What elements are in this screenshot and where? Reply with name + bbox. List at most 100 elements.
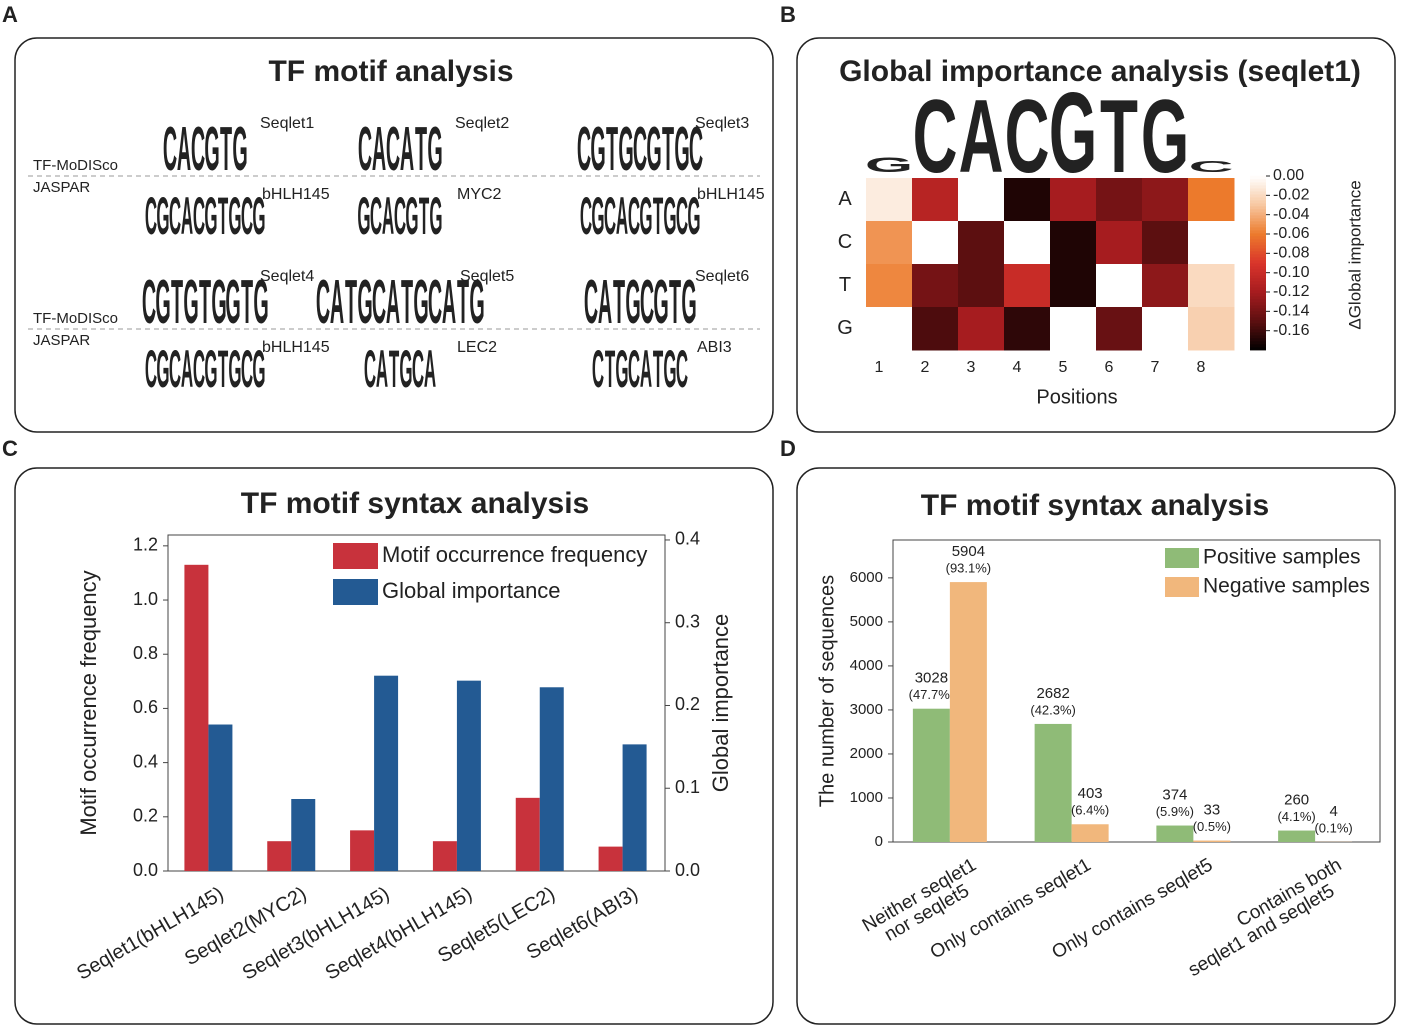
- motif-name: ABI3: [697, 339, 732, 356]
- colorbar-step: [1250, 313, 1266, 318]
- colorbar-step: [1250, 190, 1266, 195]
- plot-frame: [892, 539, 1381, 843]
- x-tick-label: Seqlet1(bHLH145): [73, 883, 227, 985]
- logo-letter: T: [662, 113, 674, 183]
- logo-letter: T: [457, 266, 469, 336]
- logo-letter: A: [640, 341, 652, 399]
- logo-letter: C: [394, 188, 406, 246]
- x-tick-label: 8: [1197, 359, 1206, 376]
- logo-letter: G: [590, 113, 605, 183]
- logo-letter: G: [663, 341, 676, 399]
- logo-letter: G: [591, 188, 604, 246]
- logo-letter: C: [676, 341, 688, 399]
- logo-letter: G: [413, 266, 428, 336]
- x-tick-label: Seqlet3(bHLH145): [239, 883, 393, 985]
- colorbar-step: [1250, 346, 1266, 351]
- panel-frame: [14, 467, 774, 1025]
- plot-frame: [167, 534, 666, 872]
- y-tick-label: 1.0: [133, 589, 158, 609]
- motif-name: bHLH145: [262, 186, 330, 203]
- logo-letter: C: [640, 266, 654, 336]
- y-tick-label: 2000: [850, 745, 883, 762]
- heat-cell: [958, 178, 1005, 222]
- bar: [1156, 825, 1194, 842]
- bar: [622, 744, 647, 871]
- y-tick-label: 4000: [850, 657, 883, 674]
- motif-name: LEC2: [457, 339, 497, 356]
- logo-letter: G: [687, 188, 700, 246]
- value-label: 374: [1162, 787, 1187, 804]
- legend-label: Global importance: [382, 578, 561, 603]
- logo-letter: C: [628, 341, 640, 399]
- heat-cell: [1096, 178, 1143, 222]
- colorbar-tick-label: -0.14: [1273, 303, 1310, 320]
- logo-letter: G: [625, 266, 640, 336]
- heat-cell: [1096, 264, 1143, 308]
- colorbar-step: [1250, 208, 1266, 213]
- heat-cell: [1142, 307, 1189, 351]
- y2-tick-label: 0.2: [675, 694, 700, 714]
- panel-label: B: [780, 2, 796, 27]
- logo-letter: C: [372, 266, 386, 336]
- heat-cell: [1050, 178, 1097, 222]
- heat-cell: [1004, 178, 1051, 222]
- logo-letter: C: [145, 341, 157, 399]
- logo-letter: A: [330, 266, 344, 336]
- logo-letter: G: [427, 113, 442, 183]
- colorbar-step: [1250, 196, 1266, 201]
- x-tick-label: seqlet1 and seqlet5: [1185, 880, 1338, 981]
- logo-letter: G: [653, 266, 668, 336]
- logo-letter: G: [156, 188, 169, 246]
- bar: [1193, 840, 1231, 842]
- logo-letter: G: [429, 188, 442, 246]
- logo-letter: T: [218, 341, 228, 399]
- heat-cell: [866, 221, 913, 265]
- colorbar-step: [1250, 307, 1266, 312]
- colorbar-tick-label: -0.12: [1273, 283, 1310, 300]
- panel-frame: [14, 37, 774, 433]
- y-tick-label: 3000: [850, 701, 883, 718]
- colorbar-step: [1250, 289, 1266, 294]
- logo-letter: C: [592, 341, 604, 399]
- logo-letter: T: [613, 266, 625, 336]
- y-tick-label: 1000: [850, 789, 883, 806]
- y-tick-label: 0.0: [133, 860, 158, 880]
- heat-cell: [958, 264, 1005, 308]
- colorbar-step: [1250, 247, 1266, 252]
- heat-cell: [1096, 221, 1143, 265]
- colorbar-step: [1250, 259, 1266, 264]
- logo-letter: G: [211, 266, 226, 336]
- colorbar-step: [1250, 253, 1266, 258]
- heat-cell: [1050, 307, 1097, 351]
- bar: [1071, 824, 1109, 842]
- colorbar-step: [1250, 316, 1266, 321]
- logo-letter: C: [364, 341, 376, 399]
- chart-title: TF motif syntax analysis: [241, 487, 589, 520]
- value-label: 33: [1204, 802, 1221, 819]
- percent-label: (0.1%): [1314, 820, 1352, 835]
- legend-swatch: [333, 543, 378, 569]
- y-axis-label: Motif occurrence frequency: [76, 570, 101, 835]
- colorbar-step: [1250, 280, 1266, 285]
- legend-label: Negative samples: [1203, 575, 1370, 598]
- colorbar-step: [1250, 295, 1266, 300]
- colorbar-step: [1250, 226, 1266, 231]
- logo-letter: T: [605, 341, 615, 399]
- colorbar-step: [1250, 217, 1266, 222]
- colorbar-tick-label: -0.06: [1273, 225, 1310, 242]
- bar: [350, 830, 375, 871]
- logo-letter: G: [204, 341, 217, 399]
- y2-tick-label: 0.1: [675, 777, 700, 797]
- colorbar-step: [1250, 250, 1266, 255]
- logo-letter: G: [674, 113, 689, 183]
- colorbar-step: [1250, 340, 1266, 345]
- logo-letter: C: [1005, 79, 1050, 196]
- colorbar-step: [1250, 319, 1266, 324]
- colorbar-step: [1250, 205, 1266, 210]
- colorbar-step: [1250, 271, 1266, 276]
- colorbar-step: [1250, 328, 1266, 333]
- colorbar-step: [1250, 268, 1266, 273]
- logo-letter: A: [959, 79, 1004, 196]
- value-label: 5904: [952, 543, 985, 560]
